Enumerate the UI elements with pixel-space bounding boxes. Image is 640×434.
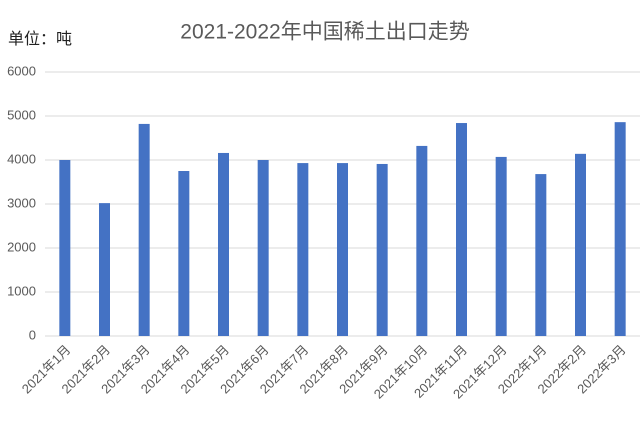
unit-label: 单位：吨 xyxy=(8,30,72,48)
bar xyxy=(297,163,309,336)
y-tick-label: 0 xyxy=(29,327,36,342)
bar xyxy=(614,122,626,336)
bar xyxy=(495,156,507,336)
y-tick-label: 6000 xyxy=(7,63,36,78)
bar xyxy=(99,203,110,336)
y-tick-label: 4000 xyxy=(7,151,36,166)
bar xyxy=(535,174,547,336)
y-tick-label: 5000 xyxy=(7,107,36,122)
bar xyxy=(257,160,269,336)
bar xyxy=(416,145,428,336)
bar xyxy=(337,163,348,336)
y-tick-label: 1000 xyxy=(7,283,36,298)
bar xyxy=(376,163,388,336)
bar xyxy=(575,153,586,336)
bar xyxy=(456,123,467,336)
bar xyxy=(178,171,190,336)
y-tick-label: 3000 xyxy=(7,195,36,210)
bar xyxy=(59,160,71,336)
bar xyxy=(218,152,229,336)
bar xyxy=(138,123,150,336)
chart-title: 2021-2022年中国稀土出口走势 xyxy=(180,21,469,44)
y-tick-label: 2000 xyxy=(7,239,36,254)
